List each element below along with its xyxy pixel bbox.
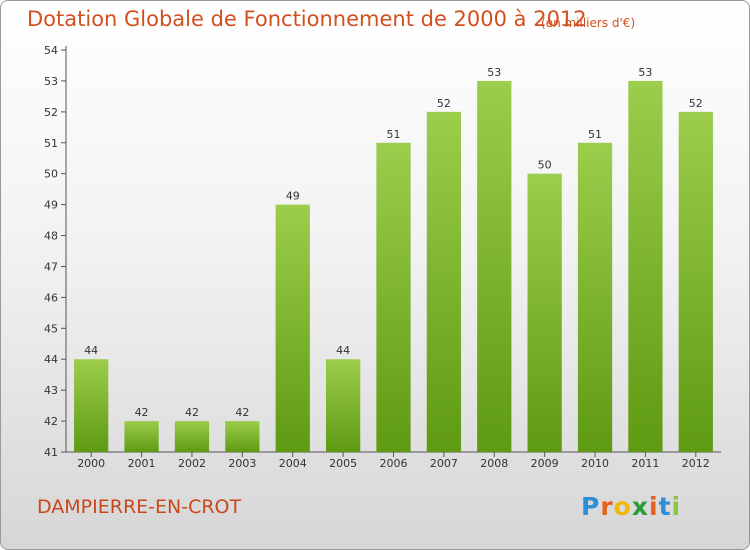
data-label: 49: [286, 190, 300, 203]
logo-letter: i: [649, 492, 659, 521]
commune-name: DAMPIERRE-EN-CROT: [37, 496, 242, 518]
y-tick-label: 54: [44, 44, 58, 57]
data-label: 53: [638, 66, 652, 79]
y-tick-label: 51: [44, 137, 58, 150]
x-tick-label: 2007: [430, 457, 458, 470]
data-label: 42: [135, 406, 149, 419]
data-label: 51: [588, 128, 602, 141]
y-tick-label: 44: [44, 353, 58, 366]
bar-2011: [628, 80, 663, 452]
proxiti-logo: Proxiti: [581, 492, 681, 521]
data-label: 42: [235, 406, 249, 419]
y-tick-label: 50: [44, 168, 58, 181]
x-tick-label: 2012: [682, 457, 710, 470]
y-tick-label: 43: [44, 384, 58, 397]
x-tick-label: 2010: [581, 457, 609, 470]
bar-2001: [124, 421, 159, 452]
y-tick-label: 46: [44, 291, 58, 304]
bar-2000: [74, 359, 109, 452]
data-label: 44: [336, 344, 350, 357]
data-label: 42: [185, 406, 199, 419]
bar-2003: [225, 421, 260, 452]
data-label: 44: [84, 344, 98, 357]
data-label: 51: [387, 128, 401, 141]
x-tick-label: 2009: [531, 457, 559, 470]
axes: 41 42 43 44 45 46 47 48 49 50 51 52 53 54: [44, 44, 721, 459]
bar-2009: [527, 173, 562, 452]
y-tick-label: 48: [44, 230, 58, 243]
bar-2012: [678, 111, 713, 452]
logo-letter: o: [613, 492, 632, 521]
data-label: 50: [538, 159, 552, 172]
bar-2006: [376, 142, 411, 452]
bar-2008: [477, 80, 512, 452]
y-tick-label: 45: [44, 322, 58, 335]
bars: [74, 80, 713, 452]
chart-title: Dotation Globale de Fonctionnement de 20…: [27, 7, 587, 31]
x-tick-label: 2005: [329, 457, 357, 470]
logo-letter: x: [631, 492, 649, 521]
bar-2005: [325, 359, 361, 452]
y-tick-label: 49: [44, 199, 58, 212]
bar-2002: [174, 421, 210, 452]
x-tick-label: 2011: [631, 457, 659, 470]
labels: 2000 44 2001 42 2002 42 2003 42 2004 49 2005 44 2006…: [77, 66, 710, 470]
x-tick-label: 2002: [178, 457, 206, 470]
logo-letter: i: [671, 492, 682, 521]
data-label: 53: [487, 66, 501, 79]
x-tick-label: 2008: [480, 457, 508, 470]
data-label: 52: [689, 97, 703, 110]
x-tick-label: 2001: [128, 457, 156, 470]
logo-letter: r: [600, 492, 614, 521]
x-tick-label: 2004: [279, 457, 307, 470]
bar-2010: [577, 142, 613, 452]
x-tick-label: 2000: [77, 457, 105, 470]
y-tick-label: 41: [44, 446, 58, 459]
chart-subtitle: (en milliers d'€): [541, 16, 636, 30]
y-tick-label: 53: [44, 75, 58, 88]
data-label: 52: [437, 97, 451, 110]
logo-letter: t: [658, 492, 672, 521]
x-tick-label: 2003: [228, 457, 256, 470]
bar-2007: [426, 111, 462, 452]
y-tick-label: 52: [44, 106, 58, 119]
y-tick-label: 47: [44, 260, 58, 273]
x-tick-label: 2006: [380, 457, 408, 470]
y-tick-label: 42: [44, 415, 58, 428]
logo-letter: P: [581, 492, 601, 521]
bar-2004: [275, 204, 310, 452]
